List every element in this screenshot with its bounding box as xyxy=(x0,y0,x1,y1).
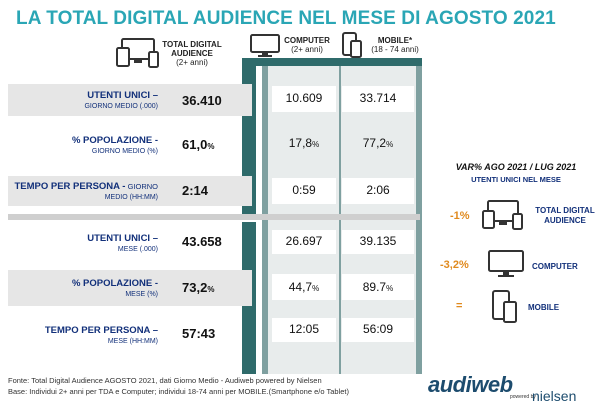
audiweb-logo: audiweb powered by nielsen xyxy=(428,372,592,408)
logo-powered: powered by xyxy=(510,394,536,400)
row-utenti-mese: UTENTI UNICI – MESE (.000) 43.658 xyxy=(8,226,252,260)
mobile-icon xyxy=(492,290,518,324)
variation-mobile-value: = xyxy=(456,300,463,312)
mobile-value: 39.135 xyxy=(359,234,397,248)
mobile-value-wrap: 89.7% xyxy=(346,280,410,294)
tda-devices-icon xyxy=(116,38,160,68)
computer-cell-bg xyxy=(272,230,336,254)
computer-value: 10.609 xyxy=(285,91,323,105)
row-sublabel: MESE (.000) xyxy=(117,246,158,253)
computer-value-wrap: 17,8% xyxy=(272,136,336,150)
row-tempo-mese: TEMPO PER PERSONA – MESE (HH:MM) 57:43 xyxy=(8,318,252,354)
row-label-suffix: GIORNO xyxy=(125,182,158,191)
computer-cell-bg xyxy=(272,318,336,342)
variation-title: VAR% AGO 2021 / LUG 2021 xyxy=(455,162,577,172)
variation-subtitle: UTENTI UNICI NEL MESE xyxy=(471,175,561,184)
page-title: LA TOTAL DIGITAL AUDIENCE NEL MESE DI AG… xyxy=(16,8,556,29)
computer-value: 26.697 xyxy=(285,234,323,248)
computer-icon xyxy=(488,250,524,278)
computer-unit: % xyxy=(312,284,320,293)
variation-tda-value: -1% xyxy=(450,210,470,222)
row-label: TEMPO PER PERSONA - xyxy=(14,181,126,192)
variation-tda-label1: TOTAL DIGITAL xyxy=(535,206,595,215)
row-sublabel: GIORNO MEDIO (.000) xyxy=(84,103,158,110)
tda-unit: % xyxy=(207,285,215,294)
variation-tda-label: TOTAL DIGITAL AUDIENCE xyxy=(530,206,600,226)
header-tda-line2: AUDIENCE xyxy=(171,49,213,58)
row-label: % POPOLAZIONE - xyxy=(71,135,158,146)
computer-value: 0:59 xyxy=(292,183,316,197)
row-popolazione-mese: % POPOLAZIONE - MESE (%) 73,2% xyxy=(8,270,252,306)
mobile-unit: % xyxy=(386,284,394,293)
row-sublabel: GIORNO MEDIO (%) xyxy=(91,148,158,155)
mobile-icon xyxy=(342,32,362,58)
logo-partner: nielsen xyxy=(532,388,577,404)
computer-value: 12:05 xyxy=(288,322,320,336)
footer-source: Fonte: Total Digital Audience AGOSTO 202… xyxy=(8,376,322,385)
tda-value: 73,2 xyxy=(182,280,208,295)
tda-value: 2:14 xyxy=(182,183,209,198)
row-sublabel: MESE (%) xyxy=(125,291,158,298)
row-label: UTENTI UNICI – xyxy=(87,233,158,244)
row-label: % POPOLAZIONE - xyxy=(71,278,158,289)
header-computer-line1: COMPUTER xyxy=(284,36,330,45)
row-sublabel: MESE (HH:MM) xyxy=(107,338,158,345)
footer-base: Base: Individui 2+ anni per TDA e Comput… xyxy=(8,387,349,396)
mobile-cell-bg xyxy=(342,274,414,300)
row-label: TEMPO PER PERSONA – xyxy=(44,325,158,336)
tda-value: 43.658 xyxy=(182,234,222,249)
mobile-cell-bg xyxy=(342,178,414,204)
mobile-cell-bg xyxy=(342,318,414,342)
mobile-value: 77,2 xyxy=(362,136,387,150)
computer-cell-bg xyxy=(272,86,336,112)
computer-icon xyxy=(250,34,280,58)
computer-cell-bg xyxy=(272,178,336,204)
computer-value: 17,8 xyxy=(288,136,313,150)
variation-tda-label2: AUDIENCE xyxy=(544,216,586,225)
tda-unit: % xyxy=(207,142,215,151)
row-utenti-giorno: UTENTI UNICI – GIORNO MEDIO (.000) 36.41… xyxy=(8,84,252,116)
mobile-value: 56:09 xyxy=(362,322,394,336)
tda-value: 36.410 xyxy=(182,93,222,108)
variation-mobile-label: MOBILE xyxy=(528,303,560,312)
header-mobile-line1: MOBILE* xyxy=(377,36,413,45)
computer-cell-bg xyxy=(272,274,336,300)
variation-computer-label: COMPUTER xyxy=(532,262,578,271)
header-computer-line2: (2+ anni) xyxy=(291,45,323,54)
row-tempo-giorno: TEMPO PER PERSONA - GIORNO MEDIO (HH:MM)… xyxy=(8,176,252,206)
tda-devices-icon xyxy=(482,200,524,230)
mobile-cell-bg xyxy=(342,230,414,254)
header-tda-line3: (2+ anni) xyxy=(176,58,208,67)
mobile-value: 2:06 xyxy=(366,183,390,197)
computer-value: 44,7 xyxy=(288,280,313,294)
header-tda: TOTAL DIGITAL AUDIENCE (2+ anni) xyxy=(162,40,222,67)
computer-value-wrap: 44,7% xyxy=(272,280,336,294)
header-mobile: MOBILE* (18 - 74 anni) xyxy=(364,36,426,54)
header-computer: COMPUTER (2+ anni) xyxy=(282,36,332,54)
header-tda-line1: TOTAL DIGITAL xyxy=(162,40,222,49)
variation-computer-value: -3,2% xyxy=(440,259,469,271)
mobile-value: 89.7 xyxy=(362,280,387,294)
mobile-unit: % xyxy=(386,140,394,149)
tda-value: 57:43 xyxy=(182,326,216,341)
logo-brand: audiweb xyxy=(428,372,513,397)
row-sublabel: MEDIO (HH:MM) xyxy=(104,194,158,201)
computer-unit: % xyxy=(312,140,320,149)
row-label: UTENTI UNICI – xyxy=(87,90,158,101)
header-mobile-line2: (18 - 74 anni) xyxy=(371,45,419,54)
mobile-value: 33.714 xyxy=(359,91,397,105)
section-separator xyxy=(8,214,420,220)
panel-top-notch xyxy=(242,58,422,66)
mobile-value-wrap: 77,2% xyxy=(346,136,410,150)
tda-value: 61,0 xyxy=(182,137,208,152)
row-popolazione-giorno: % POPOLAZIONE - GIORNO MEDIO (%) 61,0% xyxy=(8,126,252,162)
mobile-cell-bg xyxy=(342,86,414,112)
